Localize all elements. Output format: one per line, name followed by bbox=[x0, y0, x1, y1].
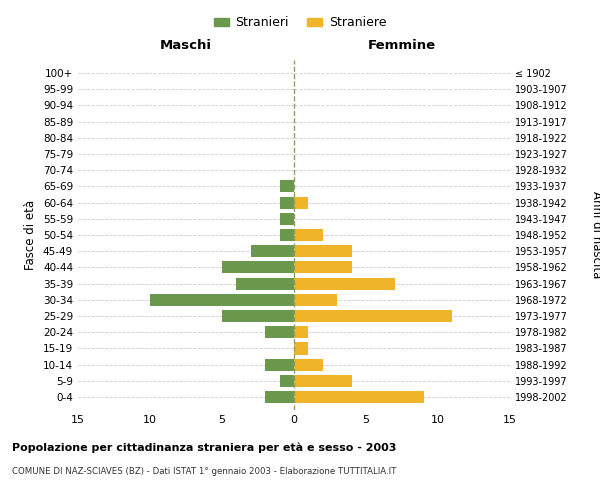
Bar bbox=[294, 310, 452, 322]
Bar bbox=[294, 375, 352, 387]
Bar bbox=[222, 310, 294, 322]
Text: COMUNE DI NAZ-SCIAVES (BZ) - Dati ISTAT 1° gennaio 2003 - Elaborazione TUTTITALI: COMUNE DI NAZ-SCIAVES (BZ) - Dati ISTAT … bbox=[12, 468, 397, 476]
Bar bbox=[265, 358, 294, 370]
Bar bbox=[294, 278, 395, 289]
Text: Popolazione per cittadinanza straniera per età e sesso - 2003: Popolazione per cittadinanza straniera p… bbox=[12, 442, 397, 453]
Bar bbox=[280, 180, 294, 192]
Text: Maschi: Maschi bbox=[160, 39, 212, 52]
Bar bbox=[251, 245, 294, 258]
Bar bbox=[294, 358, 323, 370]
Bar bbox=[280, 229, 294, 241]
Y-axis label: Fasce di età: Fasce di età bbox=[25, 200, 37, 270]
Y-axis label: Anni di nascita: Anni di nascita bbox=[590, 192, 600, 278]
Bar bbox=[294, 326, 308, 338]
Bar bbox=[294, 391, 424, 403]
Bar bbox=[236, 278, 294, 289]
Bar bbox=[280, 212, 294, 225]
Bar bbox=[294, 262, 352, 274]
Bar bbox=[280, 375, 294, 387]
Text: Femmine: Femmine bbox=[368, 39, 436, 52]
Bar bbox=[280, 196, 294, 208]
Bar bbox=[222, 262, 294, 274]
Bar bbox=[294, 229, 323, 241]
Bar bbox=[150, 294, 294, 306]
Bar bbox=[294, 245, 352, 258]
Legend: Stranieri, Straniere: Stranieri, Straniere bbox=[209, 11, 391, 34]
Bar bbox=[294, 196, 308, 208]
Bar bbox=[294, 294, 337, 306]
Bar bbox=[265, 326, 294, 338]
Bar bbox=[265, 391, 294, 403]
Bar bbox=[294, 342, 308, 354]
